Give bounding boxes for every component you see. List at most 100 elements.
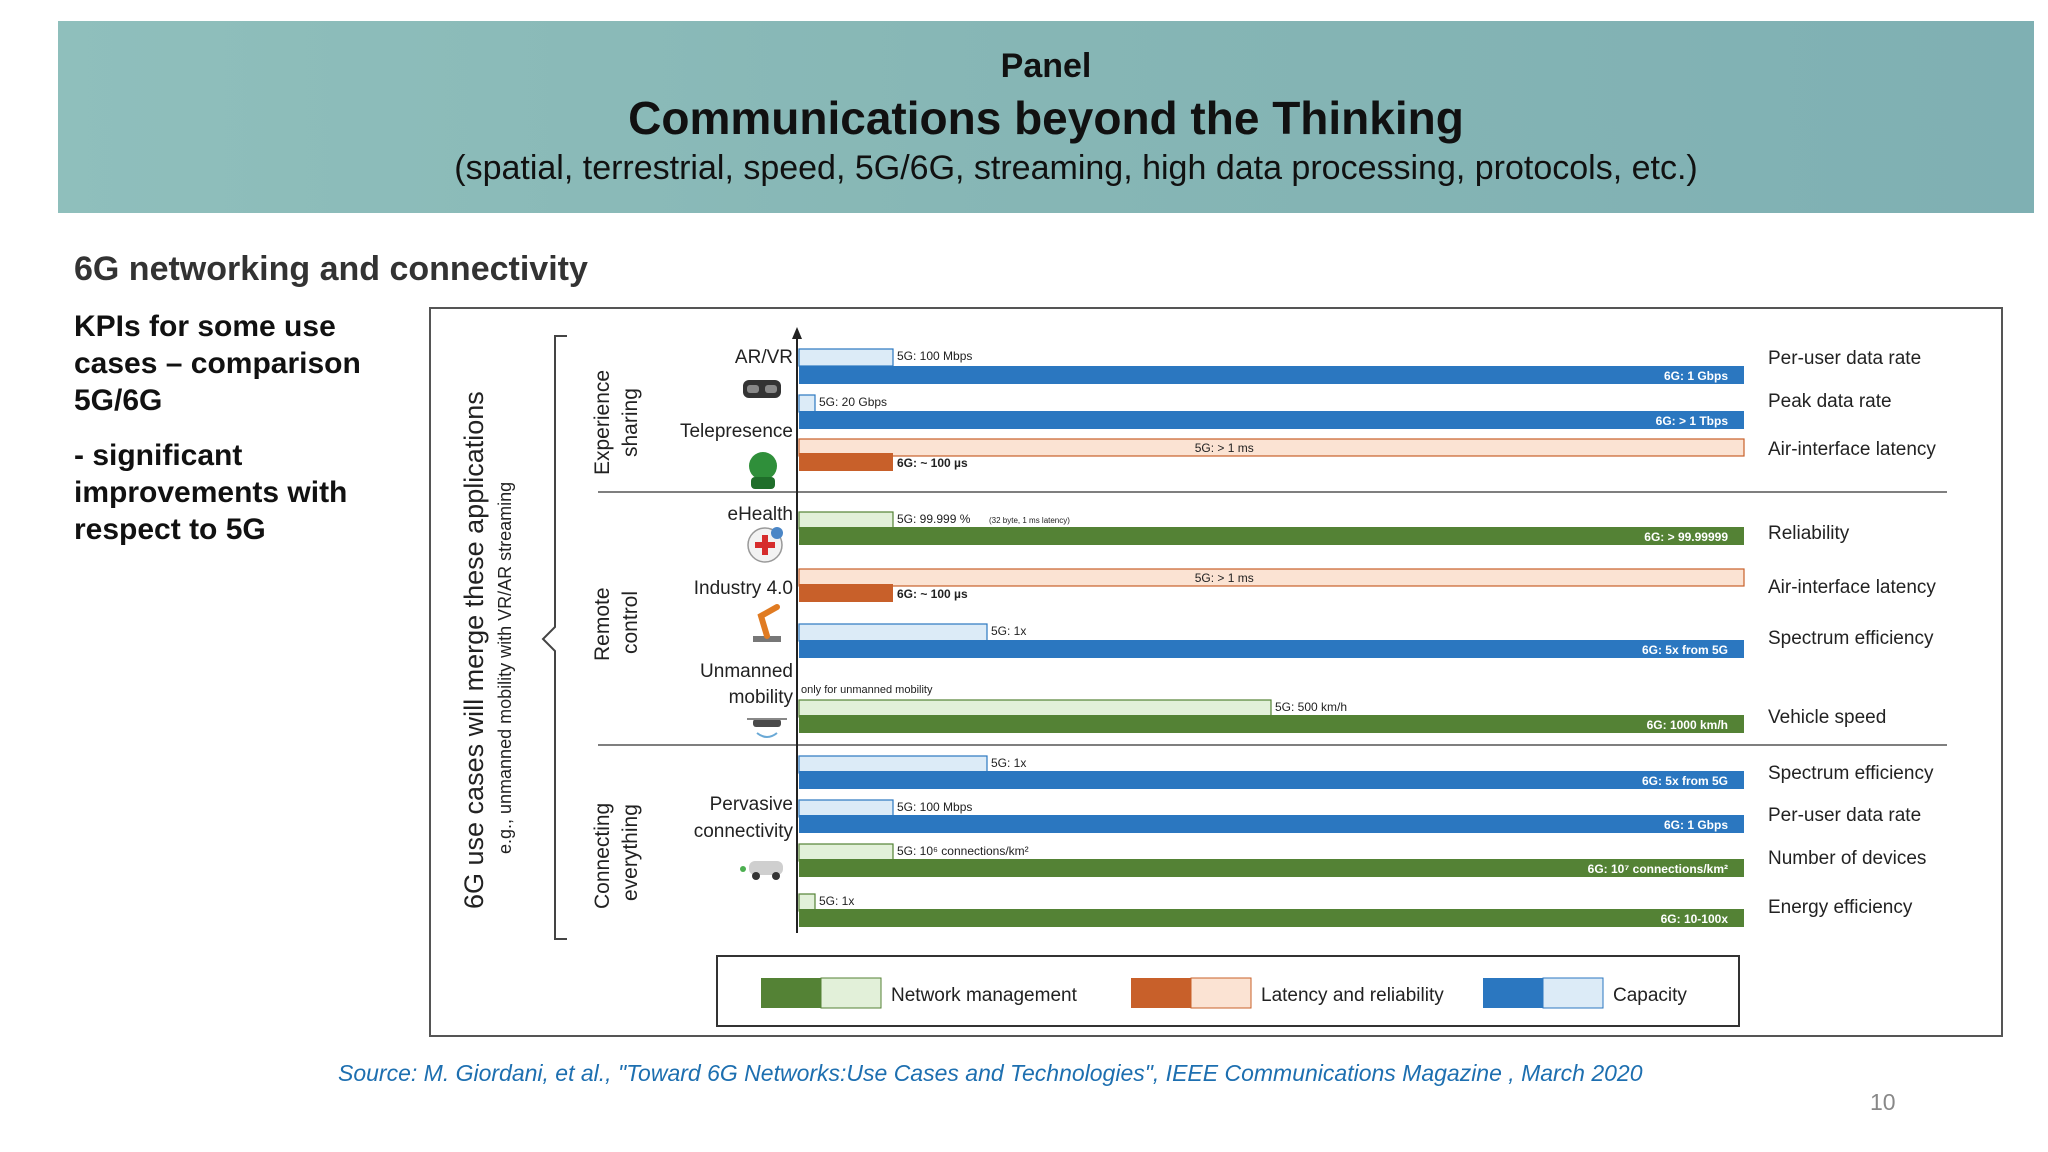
- svg-text:Latency and reliability: Latency and reliability: [1261, 985, 1444, 1006]
- bar-6g-1: [799, 411, 1744, 429]
- label-6g-10: 6G: 10-100x: [1661, 912, 1729, 926]
- bar-6g-4: [799, 584, 893, 602]
- kpi-label-0: Per-user data rate: [1768, 348, 1921, 369]
- label-5g-0: 5G: 100 Mbps: [897, 349, 972, 363]
- label-6g-5: 6G: 5x from 5G: [1642, 643, 1728, 657]
- connected-car-icon: [740, 861, 783, 880]
- label-5g-10: 5G: 1x: [819, 894, 854, 908]
- svg-text:control: control: [619, 591, 642, 654]
- bar-5g-7: [798, 755, 988, 774]
- kpi-label-3: Reliability: [1768, 523, 1850, 544]
- use-case-pervasive: Pervasive: [710, 794, 793, 815]
- kpi-label-5: Spectrum efficiency: [1768, 628, 1934, 649]
- slide-subtitle: (spatial, terrestrial, speed, 5G/6G, str…: [454, 149, 1698, 187]
- legend-capacity: Capacity: [1483, 977, 1687, 1009]
- bar-6g-3: [799, 527, 1744, 545]
- use-case-ehealth: eHealth: [728, 504, 794, 525]
- label-6g-6: 6G: 1000 km/h: [1647, 718, 1728, 732]
- use-case-connectivity: connectivity: [694, 821, 794, 842]
- bar-6g-7: [799, 771, 1744, 789]
- bar-6g-0: [799, 366, 1744, 384]
- title-banner: Panel Communications beyond the Thinking…: [58, 21, 2034, 213]
- bar-6g-10: [799, 909, 1744, 927]
- kpi-label-group: Per-user data rate Peak data rate Air-inte…: [1768, 348, 1936, 918]
- kpi-comparison-figure: 6G use cases will merge these applicatio…: [429, 307, 2003, 1037]
- bar-5g-9: [798, 843, 894, 862]
- bar-6g-6: [799, 715, 1744, 733]
- telepresence-head-icon: [749, 452, 777, 489]
- label-5g-7: 5G: 1x: [991, 756, 1026, 770]
- label-5g-note-3: (32 byte, 1 ms latency): [989, 516, 1070, 525]
- group-label-connecting-everything: Connecting everything: [591, 803, 642, 909]
- use-case-unmanned: Unmanned: [700, 661, 793, 682]
- group-label-experience-sharing: Experience sharing: [591, 370, 642, 475]
- bar-5g-8: [798, 799, 894, 818]
- kpi-label-9: Number of devices: [1768, 848, 1926, 869]
- label-6g-3: 6G: > 99.99999: [1644, 530, 1728, 544]
- kpi-label-4: Air-interface latency: [1768, 577, 1936, 598]
- svg-text:sharing: sharing: [619, 388, 642, 457]
- label-5g-4: 5G: > 1 ms: [1195, 571, 1254, 585]
- left-brace: [541, 335, 567, 940]
- bar-5g-10: [798, 893, 816, 912]
- use-case-industry: Industry 4.0: [694, 578, 793, 599]
- figure-left-title: 6G use cases will merge these applicatio…: [459, 391, 489, 909]
- slide-title: Communications beyond the Thinking: [628, 92, 1464, 144]
- label-6g-0: 6G: 1 Gbps: [1664, 369, 1728, 383]
- legend-latency-reliability: Latency and reliability: [1131, 977, 1444, 1009]
- label-6g-2: 6G: ~ 100 µs: [897, 456, 968, 470]
- kpi-line-2: - significant improvements with respect …: [74, 439, 348, 546]
- label-6g-1: 6G: > 1 Tbps: [1656, 414, 1729, 428]
- label-6g-7: 6G: 5x from 5G: [1642, 774, 1728, 788]
- use-case-mobility: mobility: [729, 687, 794, 708]
- kpi-label-8: Per-user data rate: [1768, 805, 1921, 826]
- kpi-label-6: Vehicle speed: [1768, 707, 1886, 728]
- bar-5g-4: [798, 568, 1745, 587]
- section-heading: 6G networking and connectivity: [74, 250, 588, 288]
- group-label-remote-control: Remote control: [591, 587, 642, 661]
- medical-cross-icon: [747, 527, 783, 563]
- svg-text:Capacity: Capacity: [1613, 985, 1687, 1006]
- bar-6g-8: [799, 815, 1744, 833]
- kpi-description: KPIs for some use cases – comparison 5G/…: [74, 308, 404, 566]
- label-6g-9: 6G: 10⁷ connections/km²: [1588, 862, 1728, 876]
- label-5g-3: 5G: 99.999 %: [897, 512, 971, 526]
- drone-icon: [747, 718, 787, 738]
- source-citation: Source: M. Giordani, et al., "Toward 6G …: [338, 1060, 1643, 1086]
- use-case-ar-vr: AR/VR: [735, 347, 793, 368]
- kpi-chart: 6G use cases will merge these applicatio…: [459, 327, 1947, 1027]
- kpi-line-1: KPIs for some use cases – comparison 5G/…: [74, 310, 361, 417]
- figure-left-subtitle: e.g., unmanned mobility with VR/AR strea…: [495, 482, 515, 854]
- kpi-label-7: Spectrum efficiency: [1768, 763, 1934, 784]
- label-5g-5: 5G: 1x: [991, 624, 1026, 638]
- label-6g-8: 6G: 1 Gbps: [1664, 818, 1728, 832]
- bar-5g-5: [798, 623, 988, 642]
- bar-5g-3: [798, 511, 894, 530]
- svg-text:Connecting: Connecting: [591, 803, 614, 909]
- kpi-label-2: Air-interface latency: [1768, 439, 1936, 460]
- label-5g-9: 5G: 10⁶ connections/km²: [897, 844, 1029, 858]
- kpi-label-1: Peak data rate: [1768, 391, 1892, 412]
- bar-6g-9: [799, 859, 1744, 877]
- vr-headset-icon: [743, 380, 781, 398]
- use-case-telepresence: Telepresence: [680, 421, 793, 442]
- panel-label: Panel: [1000, 47, 1092, 85]
- bar-6g-2: [799, 453, 893, 471]
- legend-network-management: Network management: [761, 977, 1078, 1009]
- unmanned-mobility-note: only for unmanned mobility: [801, 684, 933, 696]
- page-number: 10: [1870, 1089, 1896, 1115]
- svg-text:Network management: Network management: [891, 985, 1078, 1006]
- label-6g-4: 6G: ~ 100 µs: [897, 587, 968, 601]
- bar-5g-2: [798, 438, 1745, 457]
- svg-text:Remote: Remote: [591, 587, 614, 661]
- kpi-label-10: Energy efficiency: [1768, 897, 1913, 918]
- robot-arm-icon: [753, 604, 781, 642]
- svg-text:Experience: Experience: [591, 370, 614, 475]
- label-5g-6: 5G: 500 km/h: [1275, 700, 1347, 714]
- axis-arrow: [792, 327, 802, 339]
- label-5g-8: 5G: 100 Mbps: [897, 800, 972, 814]
- svg-text:everything: everything: [619, 804, 642, 901]
- bar-6g-5: [799, 640, 1744, 658]
- bar-group: 5G: 100 Mbps 6G: 1 Gbps 5G: 20 Gbps 6G: > 1…: [798, 348, 1745, 927]
- label-5g-1: 5G: 20 Gbps: [819, 395, 887, 409]
